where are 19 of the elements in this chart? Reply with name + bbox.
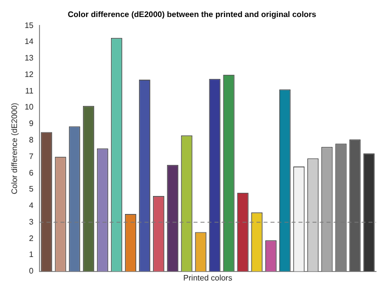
chart-title: Color difference (dE2000) between the printed and original colors (68, 10, 317, 20)
x-axis-title: Printed colors (183, 273, 232, 282)
y-tick-label: 2 (29, 234, 34, 243)
y-tick-label: 1 (29, 250, 34, 260)
y-tick-label: 13 (24, 54, 34, 63)
y-tick-label: 11 (25, 86, 34, 96)
y-tick-label: 14 (24, 37, 34, 46)
y-tick-label: 6 (29, 168, 34, 178)
y-tick-label: 0 (29, 266, 34, 276)
y-tick-label: 5 (29, 184, 34, 194)
y-tick-label: 9 (29, 119, 34, 128)
y-tick-label: 10 (24, 102, 34, 112)
y-tick-label: 7 (29, 152, 34, 161)
y-tick-label: 8 (29, 136, 34, 145)
y-tick-label: 3 (29, 217, 34, 226)
y-tick-label: 12 (24, 70, 34, 79)
y-tick-label: 4 (29, 201, 34, 210)
y-axis-title: Color difference (dE2000) (10, 102, 20, 194)
y-tick-label: 15 (24, 20, 34, 30)
